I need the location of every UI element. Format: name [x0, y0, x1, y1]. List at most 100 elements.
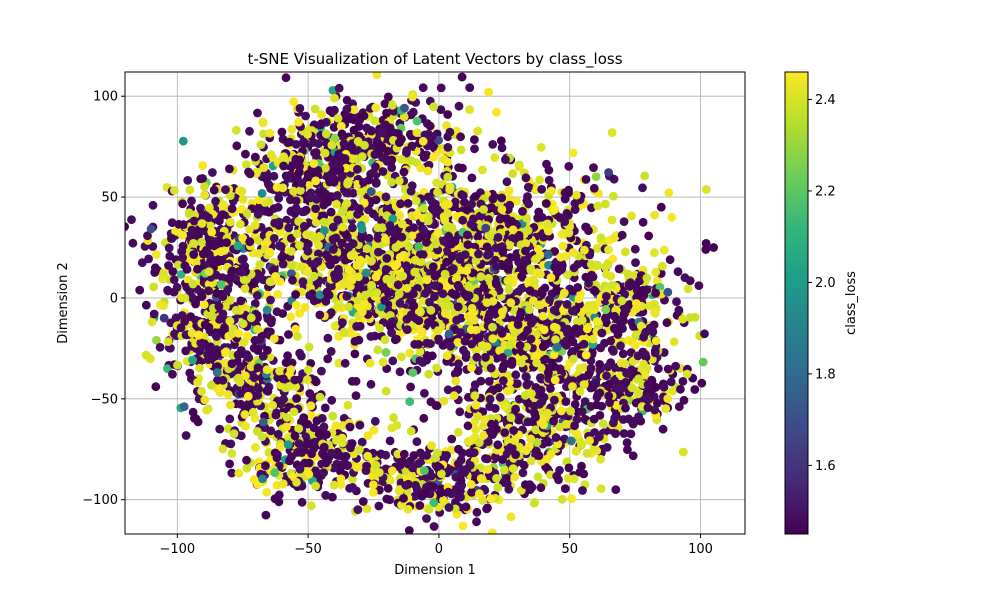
scatter-point [148, 242, 158, 251]
scatter-point [458, 163, 467, 173]
scatter-point [513, 320, 523, 329]
scatter-point [559, 288, 569, 298]
scatter-point [343, 179, 352, 189]
scatter-point [492, 474, 501, 483]
scatter-point [362, 244, 372, 254]
scatter-point [311, 204, 320, 214]
scatter-point [557, 494, 567, 504]
scatter-point [407, 141, 417, 151]
scatter-point [411, 196, 421, 206]
scatter-point [603, 362, 613, 372]
scatter-point [322, 287, 332, 297]
scatter-point [232, 141, 242, 151]
scatter-point [379, 283, 388, 293]
scatter-point [465, 105, 475, 114]
scatter-point [346, 114, 356, 124]
scatter-point [581, 272, 591, 282]
scatter-point [291, 203, 301, 213]
scatter-point [522, 342, 532, 352]
scatter-point [193, 377, 203, 387]
scatter-point [439, 495, 448, 505]
scatter-point [444, 503, 454, 512]
scatter-point [523, 398, 533, 408]
scatter-point [320, 148, 330, 158]
scatter-point [337, 238, 347, 248]
scatter-point [189, 250, 199, 259]
scatter-point [619, 217, 629, 227]
scatter-point [447, 434, 457, 444]
scatter-point [395, 298, 405, 308]
scatter-point [498, 247, 508, 257]
scatter-point [365, 358, 375, 368]
scatter-point [521, 239, 531, 248]
scatter-point [430, 206, 439, 216]
scatter-point [419, 226, 429, 235]
scatter-point [542, 159, 551, 169]
scatter-point [471, 192, 480, 201]
scatter-point [511, 404, 520, 414]
scatter-point [231, 305, 241, 315]
scatter-point [331, 233, 341, 243]
scatter-point [284, 382, 294, 391]
scatter-point [212, 332, 222, 341]
scatter-point [433, 228, 443, 238]
scatter-point [291, 382, 300, 392]
scatter-point [505, 340, 515, 350]
scatter-point [537, 185, 547, 194]
scatter-point [572, 190, 581, 200]
scatter-point [264, 197, 274, 207]
scatter-point [650, 210, 660, 220]
scatter-point [167, 234, 177, 243]
scatter-point [246, 362, 256, 372]
scatter-point [345, 422, 355, 432]
scatter-point [524, 182, 533, 192]
scatter-point [300, 303, 310, 312]
scatter-point [141, 300, 151, 310]
scatter-point [319, 226, 329, 236]
scatter-point [245, 237, 255, 247]
scatter-point [458, 215, 468, 225]
scatter-point [456, 476, 466, 485]
scatter-point [195, 363, 205, 373]
scatter-point [518, 468, 528, 478]
scatter-point [463, 240, 473, 250]
scatter-point [521, 372, 531, 381]
scatter-point [225, 273, 234, 282]
scatter-point [643, 403, 653, 413]
scatter-point [327, 395, 337, 405]
scatter-point [497, 205, 507, 214]
scatter-point [262, 237, 272, 247]
scatter-point [679, 395, 689, 405]
scatter-point [187, 328, 197, 338]
scatter-point [589, 444, 599, 453]
scatter-point [333, 113, 343, 123]
scatter-point [319, 442, 329, 452]
scatter-point [330, 93, 339, 103]
scatter-point [560, 484, 570, 493]
scatter-point [626, 429, 636, 439]
scatter-point [404, 526, 414, 534]
scatter-point [186, 312, 196, 322]
scatter-point [471, 256, 481, 266]
scatter-point [246, 313, 256, 323]
scatter-point [446, 341, 455, 351]
scatter-point [382, 494, 392, 504]
scatter-point [242, 331, 252, 341]
scatter-point [621, 305, 631, 315]
scatter-point [382, 108, 391, 118]
scatter-point [173, 360, 182, 370]
scatter-point [383, 146, 392, 156]
scatter-point [327, 140, 337, 150]
scatter-point [289, 160, 298, 170]
scatter-point [444, 329, 454, 339]
scatter-point [503, 276, 513, 285]
scatter-point [422, 451, 432, 460]
scatter-point [275, 366, 284, 376]
scatter-point [239, 275, 249, 284]
scatter-point [334, 358, 344, 368]
scatter-point [517, 271, 526, 281]
scatter-point [309, 444, 318, 454]
scatter-point [618, 349, 628, 359]
scatter-point [373, 233, 383, 243]
scatter-point [357, 437, 367, 447]
